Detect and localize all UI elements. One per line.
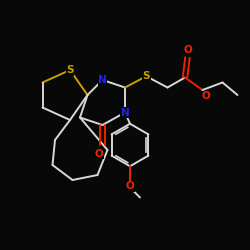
- Text: O: O: [94, 149, 103, 159]
- Text: S: S: [142, 71, 150, 81]
- Text: O: O: [202, 91, 210, 101]
- Text: S: S: [66, 65, 74, 75]
- Text: O: O: [126, 181, 134, 191]
- Text: N: N: [120, 108, 130, 118]
- Text: O: O: [183, 45, 192, 55]
- Text: N: N: [98, 75, 107, 85]
